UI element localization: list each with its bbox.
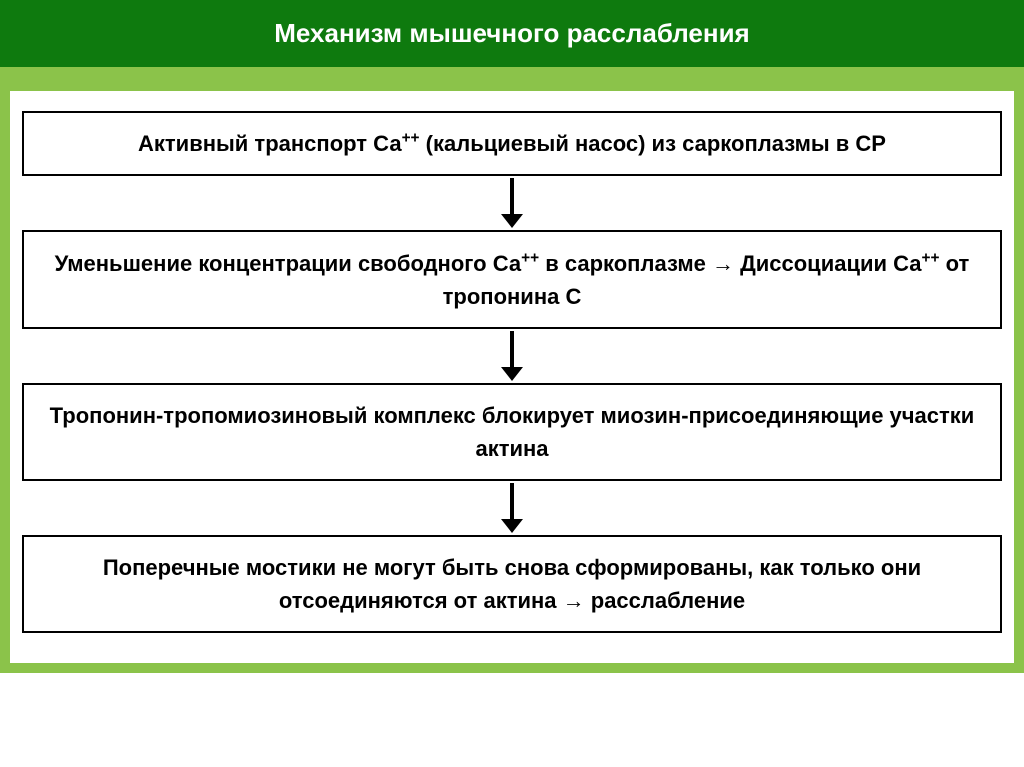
accent-strip — [0, 67, 1024, 81]
flow-box-3-text: Тропонин-тропомиозиновый комплекс блокир… — [50, 403, 975, 461]
arrow-down-icon — [499, 331, 525, 381]
flow-box-4: Поперечные мостики не могут быть снова с… — [22, 535, 1002, 633]
slide-header: Механизм мышечного расслабления — [0, 0, 1024, 67]
flow-box-1: Активный транспорт Са++ (кальциевый насо… — [22, 111, 1002, 176]
flow-box-2: Уменьшение концентрации свободного Са++ … — [22, 230, 1002, 328]
content-area: Активный транспорт Са++ (кальциевый насо… — [0, 81, 1024, 673]
arrow-2-container — [22, 329, 1002, 383]
flowchart-canvas: Активный транспорт Са++ (кальциевый насо… — [10, 91, 1014, 663]
flow-box-2-text: Уменьшение концентрации свободного Са++ … — [55, 251, 970, 309]
arrow-3-container — [22, 481, 1002, 535]
slide-title: Механизм мышечного расслабления — [274, 18, 749, 48]
flow-box-4-text: Поперечные мостики не могут быть снова с… — [103, 555, 921, 613]
flow-box-1-text: Активный транспорт Са++ (кальциевый насо… — [138, 131, 886, 156]
arrow-1-container — [22, 176, 1002, 230]
arrow-down-icon — [499, 483, 525, 533]
flow-box-3: Тропонин-тропомиозиновый комплекс блокир… — [22, 383, 1002, 481]
arrow-down-icon — [499, 178, 525, 228]
